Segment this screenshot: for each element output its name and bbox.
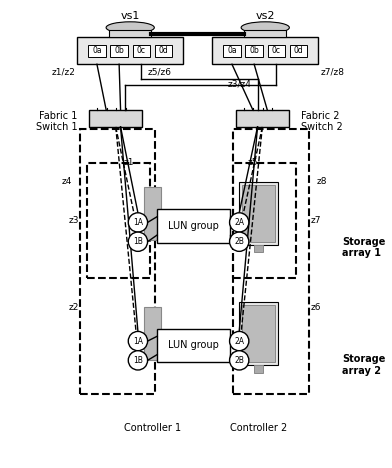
Bar bbox=[87, 162, 149, 278]
Text: 1B: 1B bbox=[133, 356, 143, 365]
Text: z8: z8 bbox=[316, 177, 327, 186]
Bar bbox=[77, 37, 183, 64]
Text: z1: z1 bbox=[123, 158, 134, 167]
Text: z5/z6: z5/z6 bbox=[147, 67, 171, 76]
Bar bbox=[245, 45, 263, 57]
Text: z6: z6 bbox=[310, 303, 321, 312]
Text: 2B: 2B bbox=[234, 356, 244, 365]
Text: Storage
array 2: Storage array 2 bbox=[342, 354, 386, 376]
Circle shape bbox=[128, 232, 147, 251]
Text: 0a: 0a bbox=[92, 46, 102, 55]
Text: 0c: 0c bbox=[137, 46, 146, 55]
Circle shape bbox=[230, 232, 249, 251]
Text: vs2: vs2 bbox=[256, 11, 275, 21]
Text: LUN group: LUN group bbox=[168, 340, 219, 351]
Text: 0b: 0b bbox=[249, 46, 259, 55]
Bar bbox=[239, 302, 278, 365]
Bar bbox=[144, 187, 161, 240]
Text: Switch 2: Switch 2 bbox=[301, 122, 343, 132]
Bar bbox=[212, 37, 318, 64]
Bar bbox=[236, 110, 289, 127]
Text: z7/z8: z7/z8 bbox=[320, 67, 344, 76]
Text: z1/z2: z1/z2 bbox=[51, 67, 75, 76]
Bar bbox=[89, 110, 142, 127]
Text: 1B: 1B bbox=[133, 237, 143, 246]
Text: Controller 2: Controller 2 bbox=[230, 423, 287, 433]
Text: 0c: 0c bbox=[272, 46, 281, 55]
Circle shape bbox=[128, 331, 147, 351]
Bar bbox=[155, 45, 172, 57]
Circle shape bbox=[230, 351, 249, 370]
Text: z5: z5 bbox=[248, 158, 258, 167]
Circle shape bbox=[230, 213, 249, 232]
Circle shape bbox=[230, 331, 249, 351]
Bar bbox=[233, 162, 296, 278]
Text: 0d: 0d bbox=[294, 46, 303, 55]
Bar bbox=[254, 365, 263, 373]
Circle shape bbox=[128, 351, 147, 370]
Bar bbox=[242, 185, 275, 241]
Bar bbox=[290, 45, 307, 57]
Text: z3: z3 bbox=[69, 216, 79, 225]
Bar bbox=[254, 245, 263, 252]
Bar bbox=[144, 307, 161, 360]
Text: 1A: 1A bbox=[133, 218, 143, 227]
Text: 1A: 1A bbox=[133, 336, 143, 345]
Text: 0a: 0a bbox=[227, 46, 237, 55]
FancyBboxPatch shape bbox=[244, 29, 287, 37]
Text: 2A: 2A bbox=[234, 336, 244, 345]
FancyBboxPatch shape bbox=[109, 29, 151, 37]
Text: LUN group: LUN group bbox=[168, 221, 219, 231]
Bar bbox=[132, 45, 150, 57]
Text: 0b: 0b bbox=[114, 46, 124, 55]
Text: 0d: 0d bbox=[159, 46, 168, 55]
Text: Storage
array 1: Storage array 1 bbox=[342, 237, 386, 258]
Text: z3/z4: z3/z4 bbox=[227, 79, 251, 88]
Text: z4: z4 bbox=[62, 177, 73, 186]
Bar bbox=[242, 306, 275, 362]
Text: Fabric 1: Fabric 1 bbox=[39, 111, 77, 121]
Circle shape bbox=[128, 213, 147, 232]
Bar bbox=[157, 209, 230, 243]
Text: vs1: vs1 bbox=[120, 11, 140, 21]
Ellipse shape bbox=[241, 22, 289, 33]
Bar bbox=[223, 45, 241, 57]
Bar bbox=[111, 45, 128, 57]
Bar bbox=[80, 129, 155, 394]
Text: Fabric 2: Fabric 2 bbox=[301, 111, 339, 121]
Bar bbox=[157, 329, 230, 362]
Bar bbox=[88, 45, 105, 57]
Text: Switch 1: Switch 1 bbox=[36, 122, 77, 132]
Bar bbox=[233, 129, 309, 394]
Text: z7: z7 bbox=[310, 216, 321, 225]
Text: 2A: 2A bbox=[234, 218, 244, 227]
Text: Controller 1: Controller 1 bbox=[124, 423, 181, 433]
Bar bbox=[268, 45, 285, 57]
Bar bbox=[239, 182, 278, 245]
Text: 2B: 2B bbox=[234, 237, 244, 246]
Text: z2: z2 bbox=[69, 303, 79, 312]
Ellipse shape bbox=[106, 22, 154, 33]
